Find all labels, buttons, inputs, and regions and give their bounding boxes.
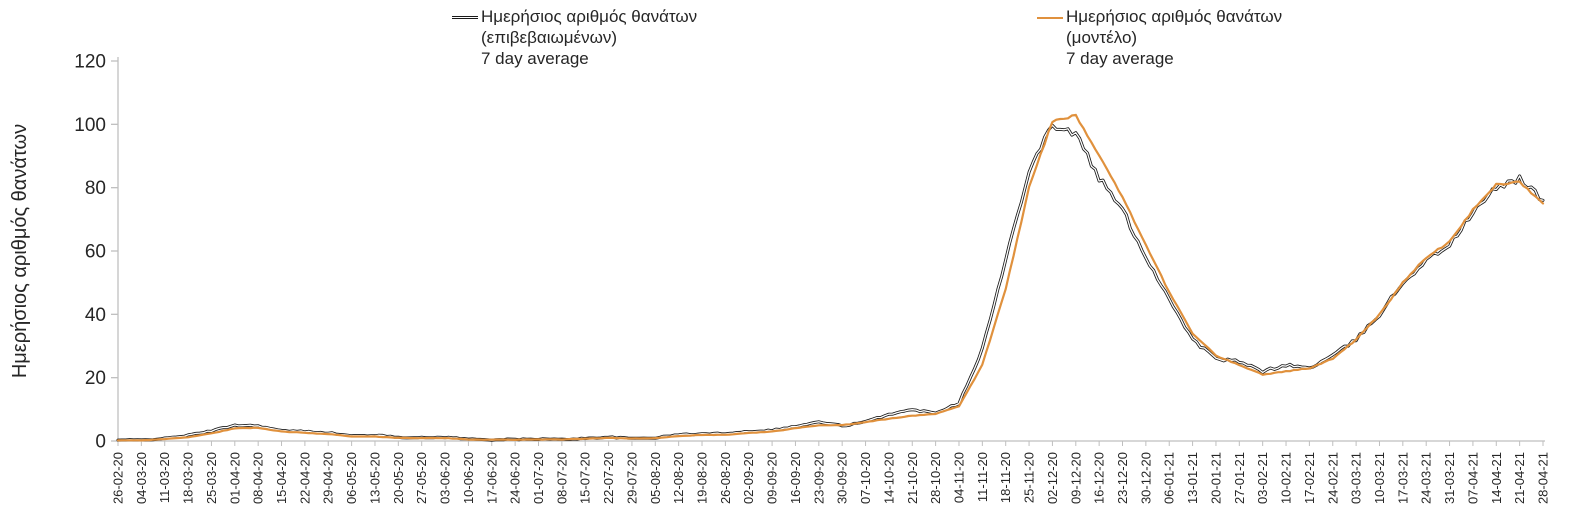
legend-confirmed-text: Ημερήσιος αριθμός θανάτων (επιβεβαιωμένω… (481, 6, 697, 69)
svg-text:29-07-20: 29-07-20 (624, 452, 639, 504)
svg-text:07-04-21: 07-04-21 (1465, 452, 1480, 504)
legend-confirmed-line1: Ημερήσιος αριθμός θανάτων (481, 7, 698, 26)
svg-text:08-07-20: 08-07-20 (554, 452, 569, 504)
svg-text:16-12-20: 16-12-20 (1092, 452, 1107, 504)
svg-text:10-02-21: 10-02-21 (1279, 452, 1294, 504)
svg-text:03-06-20: 03-06-20 (438, 452, 453, 504)
y-axis-title: Ημερήσιος αριθμός θανάτων (9, 124, 31, 378)
svg-text:16-09-20: 16-09-20 (788, 452, 803, 504)
svg-text:20-01-21: 20-01-21 (1208, 452, 1223, 504)
svg-text:05-08-20: 05-08-20 (648, 452, 663, 504)
legend-model-text: Ημερήσιος αριθμός θανάτων (μοντέλο) 7 da… (1066, 6, 1282, 69)
svg-text:10-06-20: 10-06-20 (461, 452, 476, 504)
svg-text:27-05-20: 27-05-20 (414, 452, 429, 504)
svg-text:13-05-20: 13-05-20 (367, 452, 382, 504)
chart-layer: 0 20 40 60 80 100 120 26-02-20 04-03-20 11-03-20 1… (74, 52, 1550, 505)
svg-text:22-07-20: 22-07-20 (601, 452, 616, 504)
svg-text:120: 120 (74, 52, 106, 73)
svg-text:28-04-21: 28-04-21 (1536, 452, 1551, 504)
svg-text:80: 80 (85, 178, 106, 199)
confirmed-line-swatch-icon (452, 16, 478, 19)
svg-text:14-04-21: 14-04-21 (1489, 452, 1504, 504)
svg-text:18-03-20: 18-03-20 (181, 452, 196, 504)
legend-confirmed-line3: 7 day average (481, 49, 589, 68)
svg-text:14-10-20: 14-10-20 (881, 452, 896, 504)
svg-text:06-05-20: 06-05-20 (344, 452, 359, 504)
svg-text:12-08-20: 12-08-20 (671, 452, 686, 504)
svg-text:03-02-21: 03-02-21 (1255, 452, 1270, 504)
svg-text:03-03-21: 03-03-21 (1349, 452, 1364, 504)
legend-model-line2: (μοντέλο) (1066, 28, 1138, 47)
svg-text:25-11-20: 25-11-20 (1022, 452, 1037, 503)
svg-text:09-12-20: 09-12-20 (1068, 452, 1083, 504)
svg-text:22-04-20: 22-04-20 (297, 452, 312, 504)
svg-text:06-01-21: 06-01-21 (1162, 452, 1177, 504)
svg-text:17-02-21: 17-02-21 (1302, 452, 1317, 504)
legend-confirmed-line2: (επιβεβαιωμένων) (481, 28, 618, 47)
svg-text:26-02-20: 26-02-20 (111, 452, 126, 504)
svg-text:26-08-20: 26-08-20 (718, 452, 733, 504)
svg-text:20: 20 (85, 368, 106, 389)
svg-text:17-06-20: 17-06-20 (484, 452, 499, 504)
svg-text:04-03-20: 04-03-20 (134, 452, 149, 504)
legend-confirmed: Ημερήσιος αριθμός θανάτων (επιβεβαιωμένω… (452, 6, 697, 69)
svg-text:19-08-20: 19-08-20 (695, 452, 710, 504)
svg-text:11-03-20: 11-03-20 (157, 452, 172, 503)
svg-text:11-11-20: 11-11-20 (975, 452, 990, 502)
svg-text:27-01-21: 27-01-21 (1232, 452, 1247, 504)
model-line-swatch-icon (1037, 17, 1063, 19)
svg-text:18-11-20: 18-11-20 (998, 452, 1013, 503)
svg-text:15-04-20: 15-04-20 (274, 452, 289, 504)
svg-text:23-09-20: 23-09-20 (811, 452, 826, 504)
legend-model-line1: Ημερήσιος αριθμός θανάτων (1066, 7, 1283, 26)
svg-text:24-02-21: 24-02-21 (1325, 452, 1340, 504)
svg-text:13-01-21: 13-01-21 (1185, 452, 1200, 504)
svg-text:04-11-20: 04-11-20 (951, 452, 966, 503)
svg-text:40: 40 (85, 305, 106, 326)
legend-model: Ημερήσιος αριθμός θανάτων (μοντέλο) 7 da… (1037, 6, 1282, 69)
svg-text:10-03-21: 10-03-21 (1372, 452, 1387, 504)
svg-text:08-04-20: 08-04-20 (251, 452, 266, 504)
svg-text:0: 0 (95, 432, 106, 453)
svg-text:23-12-20: 23-12-20 (1115, 452, 1130, 504)
svg-text:02-09-20: 02-09-20 (741, 452, 756, 504)
svg-text:17-03-21: 17-03-21 (1395, 452, 1410, 504)
svg-text:01-04-20: 01-04-20 (227, 452, 242, 504)
svg-text:30-09-20: 30-09-20 (835, 452, 850, 504)
svg-text:21-10-20: 21-10-20 (905, 452, 920, 504)
svg-text:28-10-20: 28-10-20 (928, 452, 943, 504)
svg-text:25-03-20: 25-03-20 (204, 452, 219, 504)
svg-text:30-12-20: 30-12-20 (1138, 452, 1153, 504)
svg-text:02-12-20: 02-12-20 (1045, 452, 1060, 504)
legend-model-line3: 7 day average (1066, 49, 1174, 68)
svg-text:100: 100 (74, 115, 106, 136)
svg-text:24-06-20: 24-06-20 (508, 452, 523, 504)
svg-text:20-05-20: 20-05-20 (391, 452, 406, 504)
svg-text:60: 60 (85, 242, 106, 263)
svg-text:09-09-20: 09-09-20 (765, 452, 780, 504)
svg-text:29-04-20: 29-04-20 (321, 452, 336, 504)
svg-text:15-07-20: 15-07-20 (578, 452, 593, 504)
svg-text:01-07-20: 01-07-20 (531, 452, 546, 504)
svg-text:31-03-21: 31-03-21 (1442, 452, 1457, 504)
svg-text:24-03-21: 24-03-21 (1419, 452, 1434, 504)
svg-text:07-10-20: 07-10-20 (858, 452, 873, 504)
svg-text:21-04-21: 21-04-21 (1512, 452, 1527, 504)
